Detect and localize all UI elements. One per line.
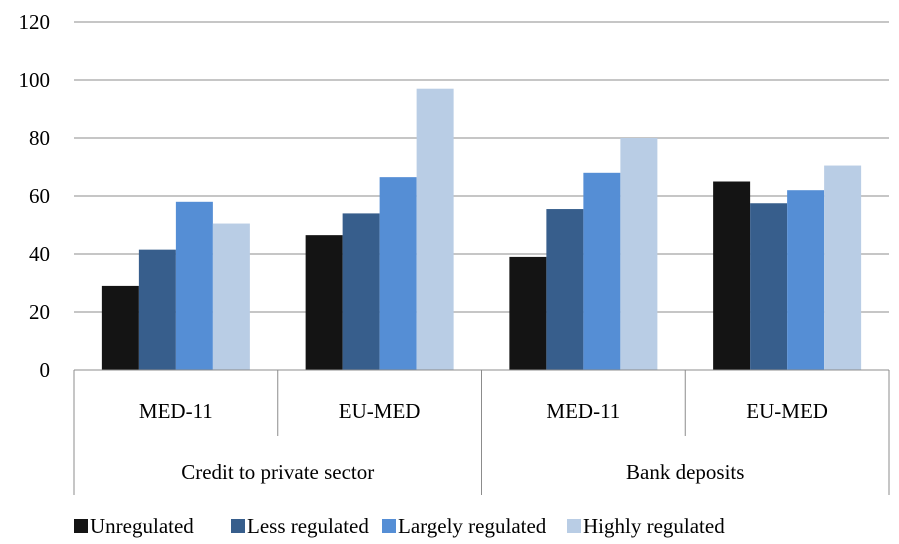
bar: [750, 203, 788, 370]
y-tick-label: 40: [29, 242, 50, 266]
bar: [379, 177, 417, 370]
legend-label: Highly regulated: [583, 514, 725, 538]
bar: [620, 138, 658, 370]
bar: [824, 165, 862, 370]
y-tick-label: 0: [40, 358, 51, 382]
legend-swatch: [231, 519, 245, 533]
legend-label: Largely regulated: [398, 514, 547, 538]
y-tick-label: 60: [29, 184, 50, 208]
y-tick-label: 100: [19, 68, 51, 92]
bar: [212, 223, 250, 370]
bar: [175, 201, 213, 370]
y-tick-label: 80: [29, 126, 50, 150]
y-tick-label: 20: [29, 300, 50, 324]
y-tick-label: 120: [19, 10, 51, 34]
x-category-label: EU-MED: [339, 399, 421, 423]
x-category-label: MED-11: [546, 399, 620, 423]
x-category-label: MED-11: [139, 399, 213, 423]
legend-swatch: [74, 519, 88, 533]
bars: [101, 88, 862, 370]
x-group-label: Bank deposits: [626, 460, 744, 484]
legend-label: Unregulated: [90, 514, 194, 538]
bar: [101, 285, 139, 370]
axes: 0 20 40 60 80 100 120 MED-11 EU-MED MED-11 EU-MED C…: [19, 10, 890, 495]
bar: [305, 235, 343, 370]
bar: [713, 181, 751, 370]
bar: [583, 172, 621, 370]
bar: [138, 249, 176, 370]
legend: Unregulated Less regulated Largely regulat…: [74, 514, 725, 538]
bar: [787, 190, 825, 370]
bar: [342, 213, 380, 370]
legend-swatch: [382, 519, 396, 533]
x-category-label: EU-MED: [746, 399, 828, 423]
bar: [416, 88, 454, 370]
bar: [546, 209, 584, 370]
legend-label: Less regulated: [247, 514, 369, 538]
x-group-label: Credit to private sector: [181, 460, 374, 484]
bar: [509, 256, 547, 370]
legend-swatch: [567, 519, 581, 533]
